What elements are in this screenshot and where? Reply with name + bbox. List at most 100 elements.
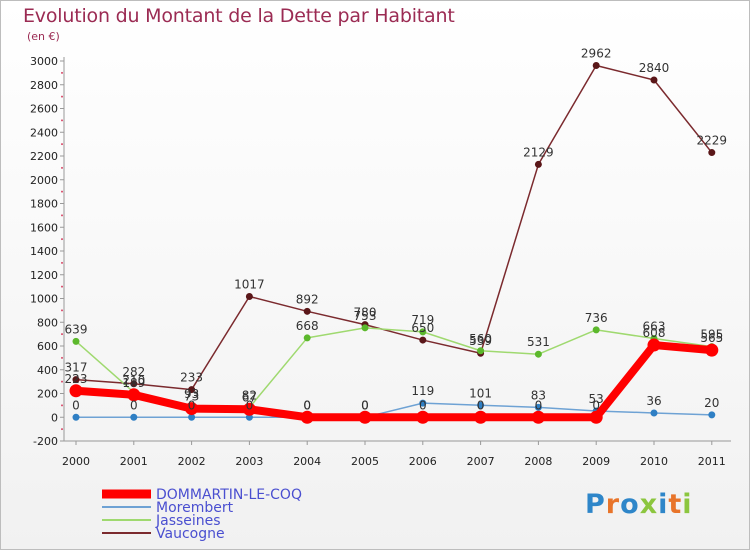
chart-title: Evolution du Montant de la Dette par Hab… xyxy=(23,5,455,27)
data-label: 317 xyxy=(65,361,88,375)
data-point xyxy=(72,337,80,345)
data-point xyxy=(419,399,427,407)
legend-label: DOMMARTIN-LE-COQ xyxy=(156,487,302,503)
data-label: 223 xyxy=(65,372,88,386)
data-point xyxy=(303,307,311,315)
data-label: 0 xyxy=(361,398,369,412)
x-tick-label: 2003 xyxy=(235,455,263,468)
data-point xyxy=(127,388,141,402)
x-tick-label: 2001 xyxy=(120,455,148,468)
data-label: 565 xyxy=(700,331,723,345)
data-point xyxy=(531,410,545,424)
y-minor-tick xyxy=(61,71,63,74)
data-label: 1017 xyxy=(234,277,265,291)
y-minor-tick xyxy=(61,333,63,336)
data-point xyxy=(589,410,603,424)
y-tick-label: 600 xyxy=(37,340,58,353)
proxiti-logo: Proxiti xyxy=(585,489,693,520)
data-point xyxy=(419,336,427,344)
logo-letter: r xyxy=(605,489,621,520)
data-point xyxy=(130,413,138,421)
data-point xyxy=(72,376,80,384)
data-point xyxy=(130,380,138,388)
data-label: 2840 xyxy=(639,61,670,75)
x-tick-label: 2004 xyxy=(293,455,321,468)
y-minor-tick xyxy=(61,214,63,217)
data-point xyxy=(416,410,430,424)
data-label: 36 xyxy=(646,394,661,408)
data-point xyxy=(361,324,369,332)
legend-label: Jasseines xyxy=(155,513,221,529)
data-point xyxy=(477,401,485,409)
y-tick-label: 3000 xyxy=(30,55,58,68)
data-point xyxy=(477,347,485,355)
data-label: 639 xyxy=(65,322,88,336)
data-label: 608 xyxy=(643,326,666,340)
series-dommartin-le-coq xyxy=(69,338,719,424)
y-minor-tick xyxy=(61,356,63,359)
y-minor-tick xyxy=(61,166,63,169)
data-point xyxy=(708,149,716,157)
y-tick-label: 2800 xyxy=(30,79,58,92)
data-point xyxy=(72,413,80,421)
data-point xyxy=(534,350,542,358)
data-label: 101 xyxy=(469,386,492,400)
data-label: 233 xyxy=(180,371,203,385)
data-point xyxy=(69,384,83,398)
data-label: 560 xyxy=(469,332,492,346)
data-point xyxy=(650,409,658,417)
series-line xyxy=(75,64,713,391)
data-label: 539 xyxy=(469,334,492,348)
data-point xyxy=(188,413,196,421)
data-point xyxy=(534,160,542,168)
y-tick-label: 800 xyxy=(37,316,58,329)
logo-letter: x xyxy=(639,489,659,520)
data-label: 0 xyxy=(303,398,311,412)
chart-subtitle: (en €) xyxy=(27,30,60,43)
data-label: 668 xyxy=(296,319,319,333)
y-tick-label: 2400 xyxy=(30,126,58,139)
y-minor-tick xyxy=(61,428,63,431)
data-label: 0 xyxy=(188,398,196,412)
data-label: 595 xyxy=(700,328,723,342)
y-tick-label: 1800 xyxy=(30,198,58,211)
data-point xyxy=(592,326,600,334)
logo-letter: i xyxy=(658,489,669,520)
y-minor-tick xyxy=(61,238,63,241)
data-label: 2129 xyxy=(523,145,554,159)
series-jasseines xyxy=(72,324,716,412)
data-label: 67 xyxy=(242,390,257,404)
y-tick-label: 1000 xyxy=(30,293,58,306)
data-label: 0 xyxy=(592,398,600,412)
data-label: 82 xyxy=(242,389,257,403)
data-point xyxy=(358,410,372,424)
x-tick-label: 2011 xyxy=(698,455,726,468)
y-minor-tick xyxy=(61,119,63,122)
data-label: 892 xyxy=(296,292,319,306)
data-label: 753 xyxy=(354,309,377,323)
logo-letter: t xyxy=(668,489,683,520)
x-tick-label: 2006 xyxy=(409,455,437,468)
data-label: 0 xyxy=(477,398,485,412)
y-tick-label: 2000 xyxy=(30,174,58,187)
data-point xyxy=(647,338,661,352)
data-label: 0 xyxy=(535,398,543,412)
y-minor-tick xyxy=(61,309,63,312)
y-minor-tick xyxy=(61,285,63,288)
y-tick-label: 0 xyxy=(51,411,58,424)
y-minor-tick xyxy=(61,380,63,383)
y-tick-label: 200 xyxy=(37,388,58,401)
data-point xyxy=(592,62,600,70)
data-label: 663 xyxy=(643,320,666,334)
y-minor-tick xyxy=(61,143,63,146)
data-point xyxy=(534,403,542,411)
data-label: 719 xyxy=(411,313,434,327)
data-label: 650 xyxy=(411,321,434,335)
x-tick-label: 2007 xyxy=(467,455,495,468)
series-vaucogne xyxy=(72,62,716,394)
series-line xyxy=(72,341,716,422)
data-point xyxy=(708,411,716,419)
data-label: 2229 xyxy=(697,134,728,148)
legend-label: Morembert xyxy=(156,500,234,516)
